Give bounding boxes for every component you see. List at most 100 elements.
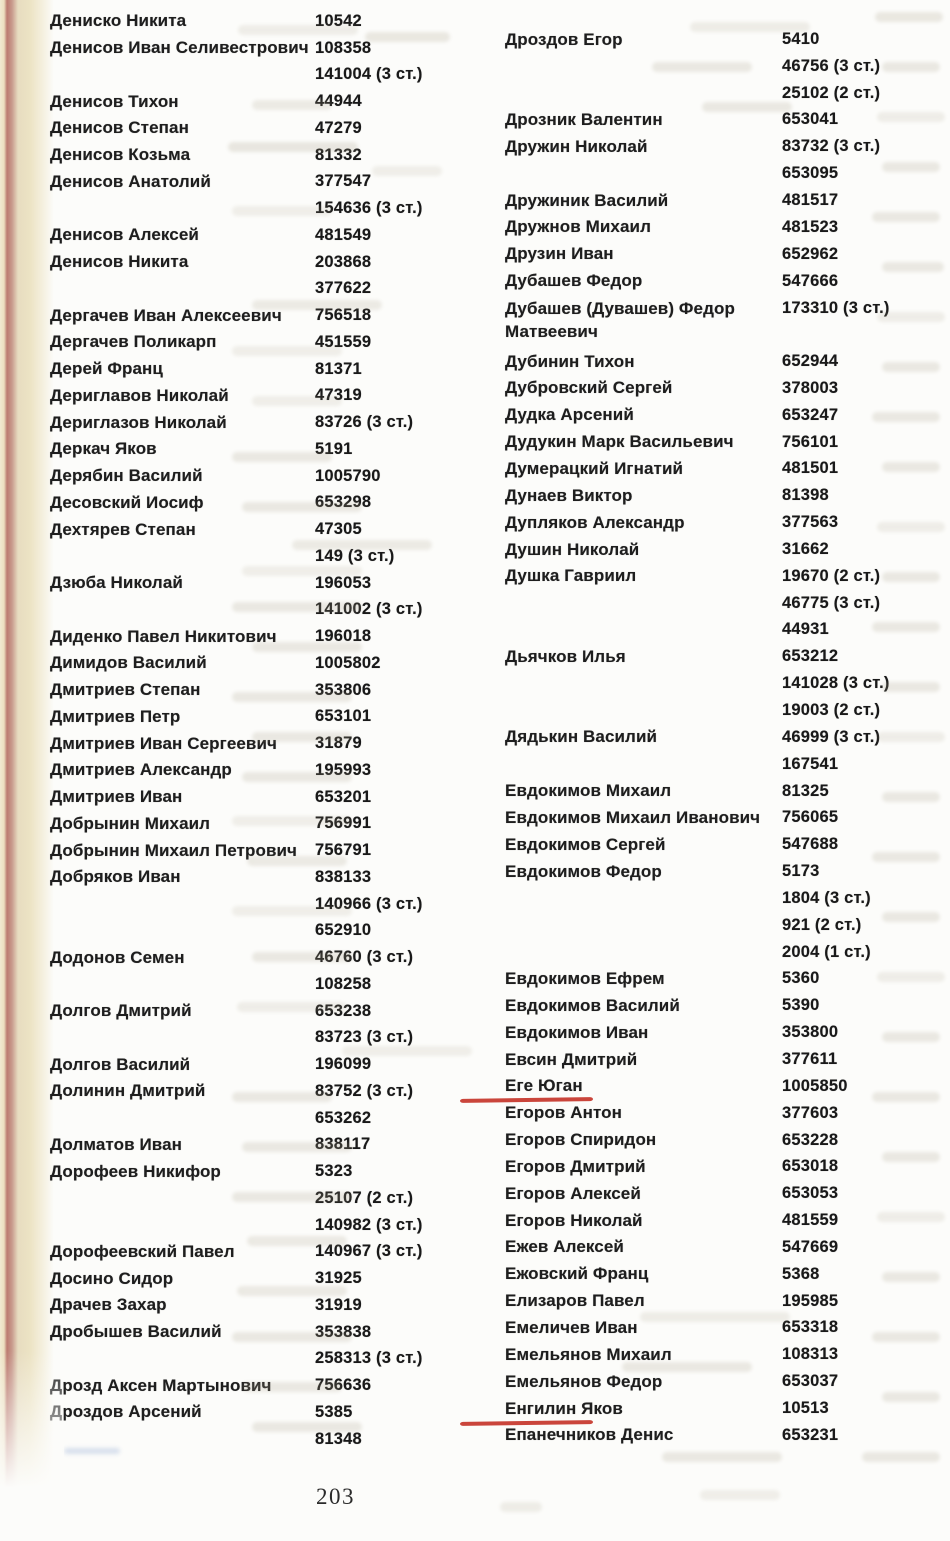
bleed-through-ghost-text: [372, 166, 442, 176]
list-item: Дубашев Федор 547666: [505, 268, 945, 295]
entry-number: 653247: [782, 405, 839, 424]
entry-name: Евдокимов Михаил Иванович: [505, 807, 761, 827]
bleed-through-ghost-text: [232, 602, 362, 612]
entry-number: 653041: [782, 110, 839, 129]
list-item: Дубровский Сергей 378003: [505, 375, 945, 402]
entry-name: Дрозд Аксен Мартынович: [50, 1375, 272, 1395]
entry-name: Дмитриев Иван Сергеевич: [50, 733, 277, 753]
entry-number: 140982 (3 ст.): [315, 1215, 423, 1234]
entry-number: 653231: [782, 1425, 839, 1444]
entry-number: 140966 (3 ст.): [315, 894, 423, 913]
bleed-through-ghost-text: [242, 566, 362, 576]
entry-number: 481501: [782, 459, 839, 478]
entry-name: Дехтярев Степан: [50, 519, 196, 539]
entry-name: Еге Юган: [459, 1077, 782, 1104]
entry-name: Егоров Спиридон: [505, 1130, 657, 1150]
entry-name: Дериглазов Николай: [50, 412, 227, 432]
list-item: Долинин Дмитрий 83752 (3 ст.): [50, 1078, 475, 1105]
entry-number: 653201: [315, 787, 372, 806]
list-item: Десовский Иосиф 653298: [50, 490, 475, 517]
entry-name: Димидов Василий: [50, 653, 207, 673]
list-item: 2004 (1 ст.): [505, 939, 945, 966]
list-item: Дробышев Василий 353838: [50, 1319, 475, 1346]
bleed-through-ghost-text: [882, 682, 940, 692]
entry-name: Егоров Дмитрий: [505, 1156, 646, 1176]
entry-name: Дмитриев Александр: [50, 760, 232, 780]
list-item: Душка Гавриил 19670 (2 ст.): [505, 563, 945, 590]
entry-name: Дунаев Виктор: [505, 485, 633, 505]
entry-name: Долгов Василий: [50, 1054, 191, 1074]
list-item: Дерей Франц 81371: [50, 356, 475, 383]
scan-artifact-streak: [64, 1448, 120, 1454]
entry-number: 547666: [782, 271, 839, 290]
bleed-through-ghost-text: [252, 396, 342, 406]
list-item: Денисов Козьма 81332: [50, 142, 475, 169]
list-item: Денисов Иван Селивестрович 108358: [50, 35, 475, 62]
bleed-through-ghost-text: [242, 1142, 352, 1152]
entry-number: 353838: [315, 1322, 372, 1341]
entry-name: Евдокимов Федор: [505, 861, 662, 881]
bleed-through-ghost-text: [882, 572, 940, 582]
list-item: Егоров Антон 377603: [505, 1100, 945, 1127]
bleed-through-ghost-text: [882, 1032, 940, 1042]
list-item: Дорофеевский Павел 140967 (3 ст.): [50, 1239, 475, 1266]
entry-number: 46760 (3 ст.): [315, 948, 414, 967]
entry-number: 547669: [782, 1237, 839, 1256]
entry-number: 44931: [782, 620, 829, 639]
entry-number: 1804 (3 ст.): [782, 888, 871, 907]
entry-name: Дроздов Арсений: [50, 1402, 202, 1422]
list-item: Диденко Павел Никитович 196018: [50, 623, 475, 650]
entry-name: Денисов Анатолий: [50, 171, 211, 191]
list-item: Егоров Дмитрий 653018: [505, 1153, 945, 1180]
entry-number: 756636: [315, 1376, 372, 1395]
list-item: Дубашев (Дувашев) Федор Матвеевич 173310 …: [505, 294, 945, 348]
list-item: Друзин Иван 652962: [505, 241, 945, 268]
entry-name: Евдокимов Сергей: [505, 834, 666, 854]
bleed-through-ghost-text: [342, 1046, 472, 1056]
entry-name: Егоров Антон: [505, 1103, 623, 1123]
entry-number: 195993: [315, 760, 372, 779]
entry-number: 47319: [315, 386, 362, 405]
bleed-through-ghost-text: [700, 1490, 780, 1500]
bleed-through-ghost-text: [877, 972, 945, 982]
entry-name: Егоров Алексей: [505, 1183, 641, 1203]
bleed-through-ghost-text: [882, 912, 940, 922]
bleed-through-ghost-text: [242, 1382, 342, 1392]
bleed-through-ghost-text: [238, 25, 358, 35]
list-item: Егоров Николай 481559: [505, 1207, 945, 1234]
list-item: 149 (3 ст.): [50, 543, 475, 570]
list-item: Евдокимов Иван 353800: [505, 1019, 945, 1046]
bleed-through-ghost-text: [872, 1092, 940, 1102]
entry-name: Душин Николай: [505, 539, 640, 559]
list-item: Дмитриев Иван 653201: [50, 784, 475, 811]
entry-name: Дрозник Валентин: [505, 110, 663, 130]
list-item: Дубинин Тихон 652944: [505, 348, 945, 375]
entry-name: Дубинин Тихон: [505, 351, 635, 371]
bleed-through-ghost-text: [232, 816, 352, 826]
entry-number: 377563: [782, 513, 839, 532]
entry-number: 756101: [782, 432, 839, 451]
entry-number: 653238: [315, 1001, 372, 1020]
entry-number: 195985: [782, 1291, 839, 1310]
entry-number: 10542: [315, 11, 362, 30]
entry-number: 25107 (2 ст.): [315, 1188, 414, 1207]
entry-number: 31879: [315, 734, 362, 753]
bleed-through-ghost-text: [882, 62, 940, 72]
entry-number: 31919: [315, 1295, 362, 1314]
bleed-through-ghost-text: [882, 1272, 940, 1282]
entry-number: 838117: [315, 1135, 371, 1154]
entry-name: Дубашев Федор: [505, 271, 643, 291]
entry-name: Долматов Иван: [50, 1134, 183, 1154]
entry-name: Емельянов Федор: [505, 1371, 663, 1391]
bleed-through-ghost-text: [232, 346, 342, 356]
entry-number: 203868: [315, 252, 372, 271]
list-item: Ежев Алексей 547669: [505, 1234, 945, 1261]
entry-number: 653298: [315, 493, 372, 512]
entry-number: 140967 (3 ст.): [315, 1242, 423, 1261]
entry-number: 652944: [782, 352, 839, 371]
entry-number: 81371: [315, 359, 362, 378]
list-item: Елизаров Павел 195985: [505, 1288, 945, 1315]
entry-number: 653018: [782, 1157, 839, 1176]
entry-number: 653212: [782, 647, 839, 666]
entry-number: 258313 (3 ст.): [315, 1349, 423, 1368]
